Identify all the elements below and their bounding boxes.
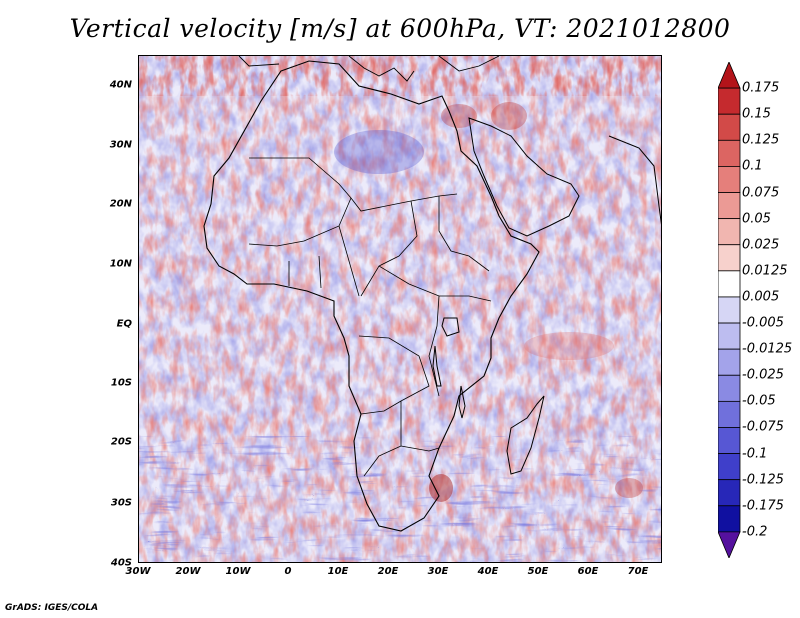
lat-label-30s: 30S bbox=[110, 497, 132, 509]
colorbar-segment bbox=[718, 479, 741, 507]
colorbar-label: -0.075 bbox=[742, 419, 784, 435]
lat-label-40s: 40S bbox=[110, 557, 132, 569]
lon-label-20e: 20E bbox=[377, 566, 399, 577]
lat-label-10s: 10S bbox=[110, 377, 132, 389]
colorbar-label: 0.1 bbox=[742, 158, 763, 174]
colorbar-segment bbox=[718, 427, 741, 454]
lat-label-eq: EQ bbox=[116, 318, 132, 330]
colorbar-label: 0.05 bbox=[742, 211, 771, 227]
southern-ocean-wave-streaks bbox=[139, 436, 661, 562]
colorbar-label: 0.125 bbox=[742, 132, 780, 148]
colorbar-label: 0.025 bbox=[742, 237, 780, 253]
colorbar-label: -0.175 bbox=[742, 498, 784, 514]
colorbar-segment bbox=[718, 218, 741, 246]
lon-label-60e: 60E bbox=[577, 566, 599, 577]
colorbar-label: -0.05 bbox=[742, 393, 776, 409]
colorbar-label: 0.075 bbox=[742, 185, 780, 201]
southeast-africa-ascent-blob bbox=[429, 474, 453, 502]
map-plot-area bbox=[138, 55, 662, 563]
lon-label-50e: 50E bbox=[527, 566, 549, 577]
africa-coastline bbox=[203, 60, 540, 532]
colorbar-label: -0.1 bbox=[742, 446, 768, 462]
colorbar-segment bbox=[718, 322, 741, 350]
lake-victoria bbox=[441, 317, 460, 337]
mediterranean-disturbance bbox=[139, 56, 661, 96]
colorbar-label: -0.0125 bbox=[742, 341, 793, 357]
colorbar-segment bbox=[718, 453, 741, 481]
lake-malawi bbox=[458, 385, 466, 419]
lake-tanganyika bbox=[432, 345, 442, 387]
indian-ocean-ascent-blob bbox=[615, 478, 643, 498]
lon-label-20w: 20W bbox=[175, 566, 201, 577]
equatorial-indian-ocean-band bbox=[524, 332, 614, 360]
lat-label-40n: 40N bbox=[109, 79, 132, 91]
colorbar-label: 0.0125 bbox=[742, 263, 788, 279]
lat-label-30n: 30N bbox=[109, 139, 132, 151]
lon-label-10e: 10E bbox=[327, 566, 349, 577]
colorbar-segment bbox=[718, 87, 741, 115]
madagascar-coastline bbox=[506, 395, 545, 475]
colorbar-label: -0.005 bbox=[742, 315, 784, 331]
country-borders bbox=[248, 157, 492, 477]
colorbar-segment bbox=[718, 139, 741, 167]
chart-title: Vertical velocity [m/s] at 600hPa, VT: 2… bbox=[69, 14, 731, 43]
lon-label-40e: 40E bbox=[477, 566, 499, 577]
colorbar-label: 0.15 bbox=[742, 106, 771, 122]
iran-ascent-blob bbox=[491, 102, 527, 130]
colorbar-label: -0.125 bbox=[742, 472, 784, 488]
vertical-velocity-field bbox=[139, 56, 661, 562]
lon-label-0: 0 bbox=[284, 566, 292, 577]
lat-label-20s: 20S bbox=[110, 436, 132, 448]
colorbar bbox=[718, 62, 741, 558]
lon-label-10w: 10W bbox=[225, 566, 251, 577]
colorbar-segment bbox=[718, 113, 741, 141]
lat-label-10n: 10N bbox=[109, 258, 132, 270]
colorbar-label: 0.175 bbox=[742, 80, 780, 96]
lat-label-20n: 20N bbox=[109, 198, 132, 210]
colorbar-label: -0.025 bbox=[742, 367, 784, 383]
colorbar-segment bbox=[718, 270, 741, 298]
levant-ascent-blob bbox=[441, 104, 477, 128]
colorbar-segment bbox=[718, 374, 741, 402]
saharan-subsidence-blob bbox=[334, 130, 424, 174]
colorbar-segment bbox=[718, 348, 741, 376]
colorbar-segment bbox=[718, 505, 741, 533]
colorbar-label: 0.005 bbox=[742, 289, 780, 305]
lon-label-70e: 70E bbox=[627, 566, 649, 577]
india-coastline bbox=[608, 135, 661, 225]
arabia-coastline bbox=[468, 117, 580, 237]
europe-coastline bbox=[238, 56, 500, 82]
colorbar-segment bbox=[718, 192, 741, 220]
colorbar-segment bbox=[718, 296, 741, 324]
colorbar-segment bbox=[718, 400, 741, 428]
lon-label-30w: 30W bbox=[125, 566, 151, 577]
grads-credit: GrADS: IGES/COLA bbox=[5, 603, 99, 613]
colorbar-bottom-triangle bbox=[718, 531, 741, 558]
colorbar-label: -0.2 bbox=[742, 524, 768, 540]
lon-label-30e: 30E bbox=[427, 566, 449, 577]
colorbar-segment bbox=[718, 166, 741, 193]
colorbar-top-triangle bbox=[718, 62, 741, 89]
colorbar-segment bbox=[718, 244, 741, 272]
